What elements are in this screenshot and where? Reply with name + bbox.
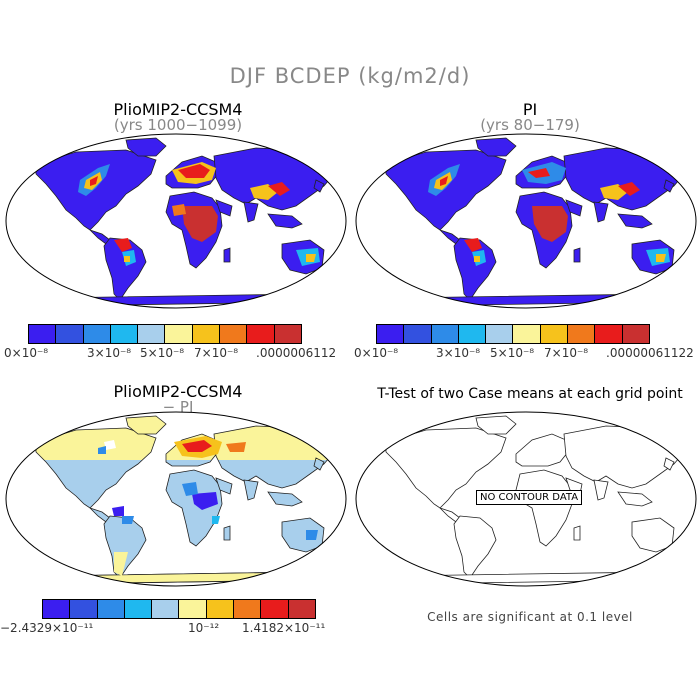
map-br (355, 411, 697, 587)
panel-bl-subtitle: − PI (162, 398, 194, 416)
colorbar-tl (28, 324, 302, 344)
tr-tick-4: .00000061122 (606, 346, 694, 360)
colorbar-tr-swatch-0 (377, 325, 405, 343)
panel-tl-subtitle: (yrs 1000−1099) (113, 116, 243, 134)
colorbar-tl-swatch-1 (56, 325, 84, 343)
colorbar-tr-swatch-7 (568, 325, 596, 343)
colorbar-tl-swatch-9 (274, 325, 301, 343)
tr-tick-3: 7×10⁻⁸ (544, 346, 589, 360)
colorbar-bl-swatch-8 (261, 600, 289, 618)
bl-tick-2: 1.4182×10⁻¹¹ (242, 621, 326, 635)
colorbar-tr-swatch-3 (458, 325, 487, 343)
bl-tick-1: 10⁻¹² (188, 621, 220, 635)
bl-tick-0: −2.4329×10⁻¹¹ (0, 621, 94, 635)
tl-tick-0: 0×10⁻⁸ (4, 346, 49, 360)
colorbar-tl-swatch-0 (29, 325, 57, 343)
panel-br-title: T-Test of two Case means at each grid po… (377, 386, 683, 402)
colorbar-bl-swatch-9 (288, 600, 315, 618)
colorbar-bl-swatch-5 (179, 600, 207, 618)
colorbar-tl-swatch-8 (247, 325, 275, 343)
no-contour-data-label: NO CONTOUR DATA (476, 490, 583, 505)
colorbar-tr-swatch-5 (513, 325, 541, 343)
colorbar-tr-swatch-4 (486, 325, 514, 343)
colorbar-bl-swatch-6 (206, 600, 235, 618)
panel-tr-subtitle: (yrs 80−179) (480, 116, 580, 134)
panel-tr-title: PI (522, 100, 538, 119)
colorbar-tl-swatch-3 (110, 325, 139, 343)
tr-tick-2: 5×10⁻⁸ (490, 346, 535, 360)
colorbar-tl-swatch-4 (138, 325, 166, 343)
colorbar-bl-swatch-0 (43, 600, 71, 618)
colorbar-bl-swatch-2 (97, 600, 125, 618)
figure-title: DJF BCDEP (kg/m2/d) (229, 64, 471, 88)
panel-tl-title: PlioMIP2-CCSM4 (113, 100, 243, 119)
colorbar-tl-swatch-2 (83, 325, 111, 343)
colorbar-tr-swatch-6 (540, 325, 569, 343)
colorbar-tl-swatch-6 (192, 325, 221, 343)
significance-footer: Cells are significant at 0.1 level (427, 610, 633, 624)
colorbar-bl-swatch-7 (234, 600, 262, 618)
map-tr (355, 133, 697, 309)
tl-tick-3: 7×10⁻⁸ (194, 346, 239, 360)
colorbar-tr-swatch-1 (404, 325, 432, 343)
colorbar-tr (376, 324, 650, 344)
colorbar-bl (42, 599, 316, 619)
tr-tick-1: 3×10⁻⁸ (436, 346, 481, 360)
map-bl (5, 411, 347, 587)
colorbar-tr-swatch-9 (622, 325, 649, 343)
map-tl (5, 133, 347, 309)
tl-tick-2: 5×10⁻⁸ (140, 346, 185, 360)
colorbar-bl-swatch-1 (70, 600, 98, 618)
tl-tick-1: 3×10⁻⁸ (87, 346, 132, 360)
colorbar-tl-swatch-7 (220, 325, 248, 343)
colorbar-tl-swatch-5 (165, 325, 193, 343)
tr-tick-0: 0×10⁻⁸ (354, 346, 399, 360)
tl-tick-4: .0000006112 (256, 346, 337, 360)
colorbar-bl-swatch-3 (124, 600, 153, 618)
colorbar-bl-swatch-4 (152, 600, 180, 618)
colorbar-tr-swatch-2 (431, 325, 459, 343)
panel-bl-title: PlioMIP2-CCSM4 (113, 382, 243, 401)
colorbar-tr-swatch-8 (595, 325, 623, 343)
